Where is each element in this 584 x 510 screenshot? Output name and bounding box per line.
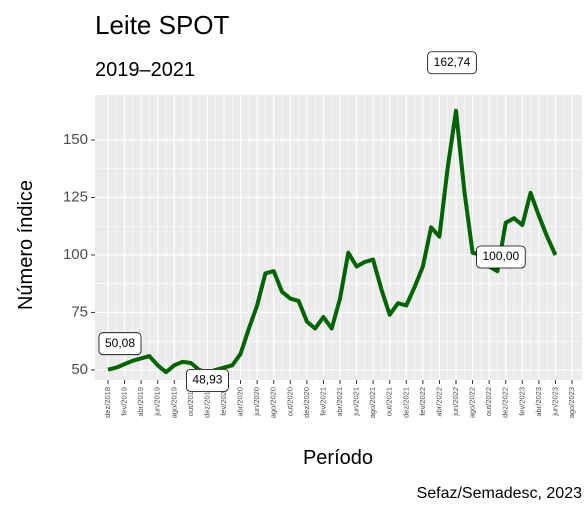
x-tick-label: fev/2023 xyxy=(517,387,526,416)
x-tick-label: out/2021 xyxy=(385,387,394,416)
x-tick-label: jun/2023 xyxy=(550,387,559,417)
x-tick-label: fev/2022 xyxy=(418,387,427,416)
x-tick-label: out/2019 xyxy=(186,387,195,416)
value-label-box xyxy=(476,245,526,269)
x-tick-label: dez/2021 xyxy=(401,387,410,418)
chart-subtitle: 2019–2021 xyxy=(95,59,195,81)
x-tick-label: abr/2023 xyxy=(534,387,543,417)
x-tick-label: dez/2020 xyxy=(302,387,311,418)
x-tick-label: ago/2021 xyxy=(368,387,377,418)
x-tick-label: jun/2019 xyxy=(153,387,162,417)
y-tick-label: 125 xyxy=(63,188,88,205)
x-axis-label: Período xyxy=(303,447,373,469)
x-tick-label: dez/2019 xyxy=(202,387,211,418)
plot-panel xyxy=(95,95,582,380)
x-tick-label: abr/2020 xyxy=(236,387,245,417)
x-tick-label: ago/2023 xyxy=(567,387,576,418)
x-tick-label: dez/2018 xyxy=(103,387,112,418)
value-label: 162,74 xyxy=(427,51,477,75)
value-label: 100,00 xyxy=(476,245,526,269)
x-tick-label: jun/2022 xyxy=(451,387,460,417)
x-tick-label: abr/2019 xyxy=(136,387,145,417)
y-tick-label: 150 xyxy=(63,131,88,148)
y-tick-label: 100 xyxy=(63,246,88,263)
x-tick-label: ago/2020 xyxy=(269,387,278,418)
caption: Sefaz/Semadesc, 2023 xyxy=(417,485,583,502)
x-tick-label: fev/2021 xyxy=(318,387,327,416)
x-tick-label: jun/2021 xyxy=(352,387,361,417)
value-label: 48,93 xyxy=(186,368,229,392)
value-label-box xyxy=(98,332,142,356)
y-tick-label: 50 xyxy=(71,361,88,378)
value-label-box xyxy=(427,51,477,75)
x-tick-label: fev/2020 xyxy=(219,387,228,416)
x-tick-label: ago/2019 xyxy=(169,387,178,418)
y-tick-label: 75 xyxy=(71,303,88,320)
x-tick-label: jun/2020 xyxy=(252,387,261,417)
y-axis-label: Número índice xyxy=(15,180,37,310)
value-label-text: 50,08 xyxy=(105,336,135,350)
value-label-box xyxy=(186,368,229,392)
x-tick-label: abr/2021 xyxy=(335,387,344,417)
value-label-text: 162,74 xyxy=(434,55,471,69)
value-label: 50,08 xyxy=(98,332,142,356)
value-label-text: 48,93 xyxy=(192,373,222,387)
x-tick-label: out/2020 xyxy=(285,387,294,416)
chart-title: Leite SPOT xyxy=(95,10,230,40)
x-tick-label: fev/2019 xyxy=(120,387,129,416)
x-tick-label: abr/2022 xyxy=(434,387,443,417)
x-tick-label: ago/2022 xyxy=(468,387,477,418)
x-tick-label: dez/2022 xyxy=(501,387,510,418)
value-label-text: 100,00 xyxy=(483,249,520,263)
x-tick-label: out/2022 xyxy=(484,387,493,416)
